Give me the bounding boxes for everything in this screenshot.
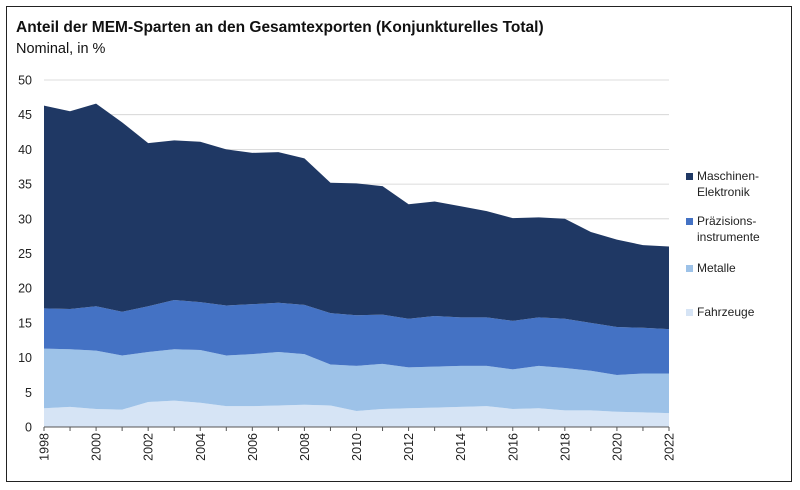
- y-tick-label: 0: [25, 421, 32, 435]
- area-maschinen-elektronik: [44, 103, 669, 330]
- legend-label-fahrzeuge: Fahrzeuge: [697, 305, 755, 319]
- y-tick-label: 50: [18, 74, 32, 88]
- y-tick-label: 25: [18, 247, 32, 261]
- area-fahrzeuge: [44, 400, 669, 427]
- axes: 0 5 10 15 20 25 30 35 40 45 50 1998 2000 2002 2004 2006…: [18, 74, 676, 461]
- x-tick-label: 2018: [558, 433, 572, 461]
- legend-label-metalle: Metalle: [697, 261, 736, 275]
- x-tick-label: 2006: [246, 433, 260, 461]
- chart-subtitle: Nominal, in %: [16, 41, 106, 57]
- x-tick-label: 2000: [90, 433, 104, 461]
- x-tick-label: 2010: [350, 433, 364, 461]
- y-tick-label: 20: [18, 282, 32, 296]
- y-tick-label: 45: [18, 108, 32, 122]
- x-tick-label: 2004: [194, 433, 208, 461]
- legend-swatch-praezisions: [686, 218, 693, 225]
- x-tick-label: 2022: [663, 433, 677, 461]
- stacked-areas: [44, 103, 669, 427]
- x-tick-label: 1998: [38, 433, 52, 461]
- y-tick-label: 5: [25, 386, 32, 400]
- y-tick-label: 35: [18, 178, 32, 192]
- area-präzisions-instrumente: [44, 300, 669, 375]
- legend-swatch-fahrzeuge: [686, 309, 693, 316]
- y-tick-label: 40: [18, 143, 32, 157]
- x-tick-label: 2002: [142, 433, 156, 461]
- chart-title: Anteil der MEM-Sparten an den Gesamtexpo…: [16, 19, 544, 36]
- x-tick-label: 2014: [454, 433, 468, 461]
- x-tick-label: 2012: [402, 433, 416, 461]
- legend-label-maschinen: Maschinen-Elektronik: [697, 169, 760, 199]
- y-tick-label: 10: [18, 351, 32, 365]
- y-tick-label: 30: [18, 212, 32, 226]
- x-tick-label: 2016: [506, 433, 520, 461]
- area-metalle: [44, 348, 669, 414]
- legend-label-praezisions: Präzisions-instrumente: [697, 214, 760, 244]
- x-tick-label: 2008: [298, 433, 312, 461]
- legend-swatch-metalle: [686, 265, 693, 272]
- x-tick-label: 2020: [610, 433, 624, 461]
- y-tick-label: 15: [18, 316, 32, 330]
- legend-swatch-maschinen: [686, 173, 693, 180]
